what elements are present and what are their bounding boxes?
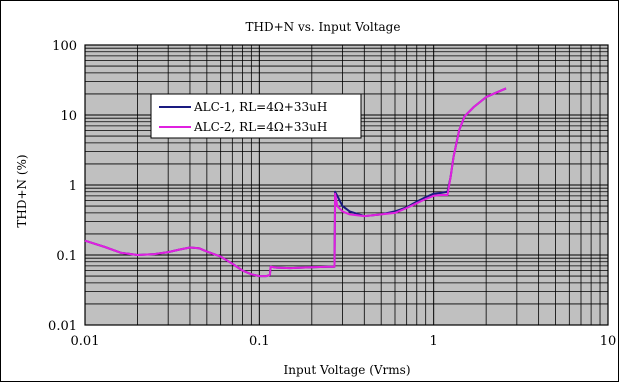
series-lines [84, 87, 507, 278]
x-tick-label: 0.01 [71, 334, 100, 349]
tick-labels: 0.01 0.1 1 10 0.01 0.1 1 10 100 [48, 39, 616, 349]
x-tick-label: 0.1 [249, 334, 270, 349]
legend-label-2: ALC-2, RL=4Ω+33uH [193, 120, 327, 134]
plot-area [84, 44, 609, 326]
x-tick-label: 10 [600, 334, 617, 349]
y-tick-label: 1 [69, 179, 77, 194]
legend: ALC-1, RL=4Ω+33uH ALC-2, RL=4Ω+33uH [150, 93, 362, 139]
y-axis-title: THD+N (%) [15, 154, 29, 227]
y-tick-label: 10 [60, 109, 77, 124]
y-tick-label: 100 [52, 39, 77, 54]
x-tick-label: 1 [430, 334, 438, 349]
x-axis-title: Input Voltage (Vrms) [283, 363, 410, 377]
chart-title: THD+N vs. Input Voltage [246, 20, 401, 34]
legend-label-1: ALC-1, RL=4Ω+33uH [193, 100, 327, 114]
legend-box [150, 93, 362, 139]
y-tick-label: 0.01 [48, 319, 77, 334]
series-line-2 [84, 87, 507, 278]
y-tick-label: 0.1 [56, 249, 77, 264]
plot-border [84, 44, 609, 326]
